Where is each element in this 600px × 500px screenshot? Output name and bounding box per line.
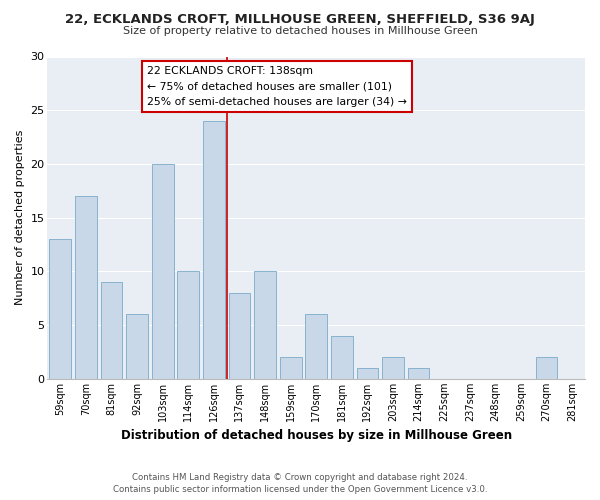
Bar	[408, 368, 430, 379]
Bar	[331, 336, 353, 379]
X-axis label: Distribution of detached houses by size in Millhouse Green: Distribution of detached houses by size …	[121, 430, 512, 442]
Text: 22, ECKLANDS CROFT, MILLHOUSE GREEN, SHEFFIELD, S36 9AJ: 22, ECKLANDS CROFT, MILLHOUSE GREEN, SHE…	[65, 12, 535, 26]
Y-axis label: Number of detached properties: Number of detached properties	[15, 130, 25, 306]
Bar	[536, 358, 557, 379]
Bar	[126, 314, 148, 379]
Bar	[203, 121, 225, 379]
Bar	[356, 368, 379, 379]
Text: Size of property relative to detached houses in Millhouse Green: Size of property relative to detached ho…	[122, 26, 478, 36]
Text: 22 ECKLANDS CROFT: 138sqm
← 75% of detached houses are smaller (101)
25% of semi: 22 ECKLANDS CROFT: 138sqm ← 75% of detac…	[147, 66, 407, 108]
Bar	[305, 314, 327, 379]
Text: Contains HM Land Registry data © Crown copyright and database right 2024.
Contai: Contains HM Land Registry data © Crown c…	[113, 472, 487, 494]
Bar	[254, 272, 276, 379]
Bar	[382, 358, 404, 379]
Bar	[152, 164, 173, 379]
Bar	[75, 196, 97, 379]
Bar	[280, 358, 302, 379]
Bar	[229, 293, 250, 379]
Bar	[49, 239, 71, 379]
Bar	[178, 272, 199, 379]
Bar	[101, 282, 122, 379]
